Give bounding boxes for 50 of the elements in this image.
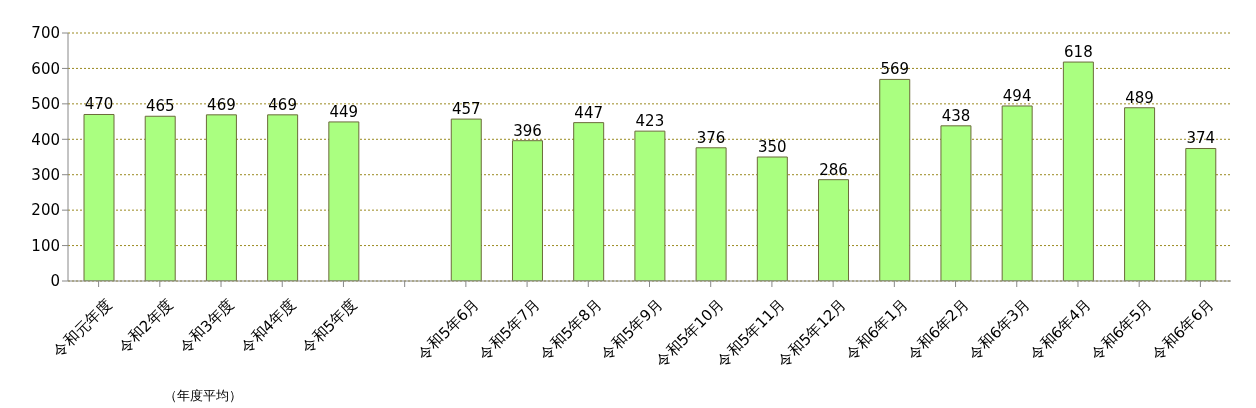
data-label: 618 [1064,43,1093,62]
data-label: 469 [268,95,297,114]
bar [328,121,360,281]
y-tick-label: 700 [31,24,60,43]
y-tick-label: 0 [50,272,60,291]
y-tick-label: 200 [31,201,60,220]
y-tick-label: 500 [31,95,60,114]
bar [511,140,543,281]
bar [267,114,299,281]
bar [756,156,788,281]
x-tick-label: 令和3年度 [175,295,238,357]
data-label: 449 [329,102,359,121]
data-label: 489 [1125,88,1154,107]
text: （年度平均） [164,388,242,403]
data-label: 470 [84,95,114,114]
x-tick-label: 令和元年度 [49,295,116,361]
bar [144,115,176,281]
bar [450,118,482,281]
bar [1124,107,1156,281]
data-label: 350 [758,138,787,156]
data-label: 286 [819,160,848,179]
bar [1001,105,1033,281]
data-label: 423 [635,112,665,131]
bar [83,113,115,281]
bar [573,122,605,281]
x-tick-label: 令和2年度 [114,295,177,357]
y-tick-label: 600 [31,59,60,78]
y-tick-label: 300 [31,166,60,185]
data-label: 457 [451,100,481,119]
bar [818,179,850,281]
data-label: 465 [145,97,175,116]
x-tick-label: 令和4年度 [237,295,299,357]
x-tick-label: 令和5年度 [298,295,361,357]
bar [1062,61,1094,281]
data-label: 494 [1002,86,1032,105]
data-label: 447 [574,103,603,122]
data-label: 376 [696,128,726,147]
data-label: 374 [1186,129,1216,148]
y-tick-label: 400 [31,130,60,149]
data-label: 469 [207,95,236,114]
bar [634,130,666,281]
bar [940,125,972,281]
bar [1185,148,1217,281]
y-tick-label: 100 [31,236,60,255]
bar [695,147,727,281]
bar [879,78,911,281]
data-label: 569 [880,60,910,79]
bar [205,114,237,281]
data-label: 396 [513,121,542,140]
data-label: 438 [941,106,971,125]
